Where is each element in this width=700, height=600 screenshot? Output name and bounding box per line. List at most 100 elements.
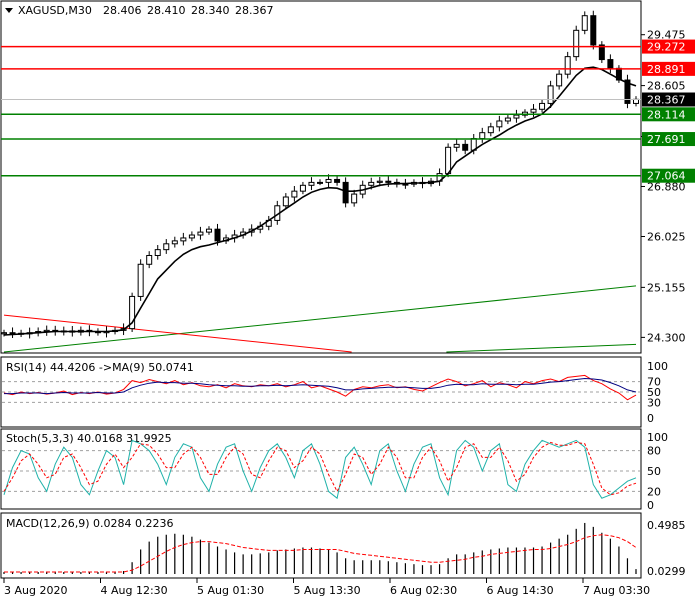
macd-axis-label: 0.4985 — [647, 519, 686, 532]
candle-body — [462, 143, 469, 151]
stoch-panel-frame — [0, 428, 642, 510]
candle-body — [171, 240, 178, 245]
candle-body — [9, 332, 16, 335]
indicator-axis-label: 50 — [647, 386, 661, 399]
price-level-label: 27.691 — [647, 133, 686, 146]
time-axis-label: 6 Aug 02:30 — [390, 584, 457, 597]
price-axis-label: 28.605 — [647, 80, 686, 93]
main-panel-frame — [0, 0, 642, 354]
ohlc-high: 28.410 — [147, 4, 186, 17]
price-level-label: 28.891 — [647, 63, 686, 76]
main-chart-title: XAGUSD,M30 — [18, 4, 92, 17]
candle-body — [325, 178, 332, 183]
candle-body — [214, 228, 221, 242]
price-axis-label: 29.475 — [647, 29, 686, 42]
candle-body — [513, 114, 520, 119]
candle-body — [624, 79, 631, 104]
ohlc-open: 28.406 — [103, 4, 142, 17]
candle-body — [205, 228, 212, 233]
macd-axis-label: 0.0299 — [647, 565, 686, 578]
price-level-tag — [642, 168, 695, 183]
price-level-tag — [642, 61, 695, 76]
candle-body — [598, 44, 605, 61]
indicator-axis-label: 50 — [647, 465, 661, 478]
indicator-series-line — [4, 377, 637, 395]
candle-body — [317, 181, 323, 184]
moving-average-line — [3, 66, 637, 336]
price-level-label: 28.114 — [647, 108, 686, 121]
candle-body — [530, 108, 537, 113]
candle-body — [573, 29, 580, 58]
price-level-label: 29.272 — [647, 41, 686, 54]
indicator-axis-label: 70 — [647, 376, 661, 389]
trend-line — [446, 343, 637, 353]
time-axis-label: 5 Aug 13:30 — [294, 584, 361, 597]
macd-title: MACD(12,26,9) 0.0284 0.2236 — [6, 517, 174, 530]
candle-body — [581, 15, 588, 31]
indicator-series-line — [3, 439, 637, 500]
price-axis-label: 24.300 — [647, 331, 686, 344]
candle-body — [607, 59, 614, 69]
stoch-title: Stoch(5,3,3) 40.0168 31.9925 — [6, 432, 172, 445]
current-price-tag — [642, 92, 695, 107]
candle-body — [334, 178, 341, 183]
indicator-axis-label: 80 — [647, 445, 661, 458]
price-axis-label: 25.155 — [647, 281, 686, 294]
candle-body — [154, 249, 161, 256]
candle-body — [188, 234, 195, 239]
indicator-axis-label: 30 — [647, 396, 661, 409]
candle-body — [146, 254, 153, 265]
candle-body — [342, 181, 349, 204]
price-level-tag — [642, 107, 695, 122]
candle-body — [308, 181, 315, 186]
candle-body — [137, 263, 144, 297]
candle-body — [282, 196, 289, 207]
indicator-axis-label: 100 — [647, 431, 668, 444]
candle-body — [564, 56, 571, 75]
time-axis-label: 3 Aug 2020 — [4, 584, 67, 597]
indicator-axis-label: 20 — [647, 485, 661, 498]
time-axis-label: 6 Aug 14:30 — [487, 584, 554, 597]
rsi-title: RSI(14) 44.4206 ->MA(9) 50.0741 — [6, 361, 194, 374]
price-axis-label: 26.025 — [647, 230, 686, 243]
time-axis-label: 5 Aug 01:30 — [197, 584, 264, 597]
time-axis-label: 4 Aug 12:30 — [101, 584, 168, 597]
price-level-tag — [642, 132, 695, 147]
price-level-tag — [642, 39, 695, 54]
indicator-axis-label: 100 — [647, 360, 668, 373]
time-axis-label: 7 Aug 03:30 — [583, 584, 650, 597]
rsi-panel-frame — [0, 356, 642, 428]
candle-body — [445, 146, 452, 175]
candle-body — [504, 117, 511, 122]
trend-line — [3, 285, 637, 353]
candle-body — [453, 143, 460, 148]
macd-panel-frame — [0, 512, 642, 579]
candle-body — [479, 132, 486, 140]
candle-body — [539, 102, 546, 110]
candle-body — [163, 243, 170, 251]
candle-body — [487, 126, 494, 134]
candle-body — [547, 85, 554, 104]
indicator-series-line — [3, 374, 637, 401]
candle-body — [1, 332, 7, 335]
candle-body — [197, 231, 204, 236]
candle-body — [368, 181, 375, 186]
candle-body — [180, 237, 187, 242]
indicator-series-line — [3, 441, 637, 496]
candle-body — [129, 295, 136, 330]
ohlc-close: 28.367 — [235, 4, 274, 17]
indicator-axis-label: 0 — [647, 499, 654, 512]
indicator-axis-label: 0 — [647, 412, 654, 425]
current-price-label: 28.367 — [647, 94, 686, 107]
macd-signal-line — [4, 534, 637, 573]
candle-body — [376, 180, 383, 183]
chart-dropdown-icon[interactable] — [5, 8, 13, 13]
candle-body — [385, 180, 392, 183]
candle-body — [590, 15, 597, 46]
candle-body — [496, 120, 503, 128]
price-level-label: 27.064 — [647, 170, 686, 183]
trend-line — [3, 314, 352, 353]
price-axis-label: 26.880 — [647, 180, 686, 193]
candle-body — [299, 184, 306, 192]
